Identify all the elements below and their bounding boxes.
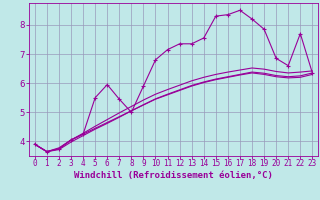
X-axis label: Windchill (Refroidissement éolien,°C): Windchill (Refroidissement éolien,°C) (74, 171, 273, 180)
